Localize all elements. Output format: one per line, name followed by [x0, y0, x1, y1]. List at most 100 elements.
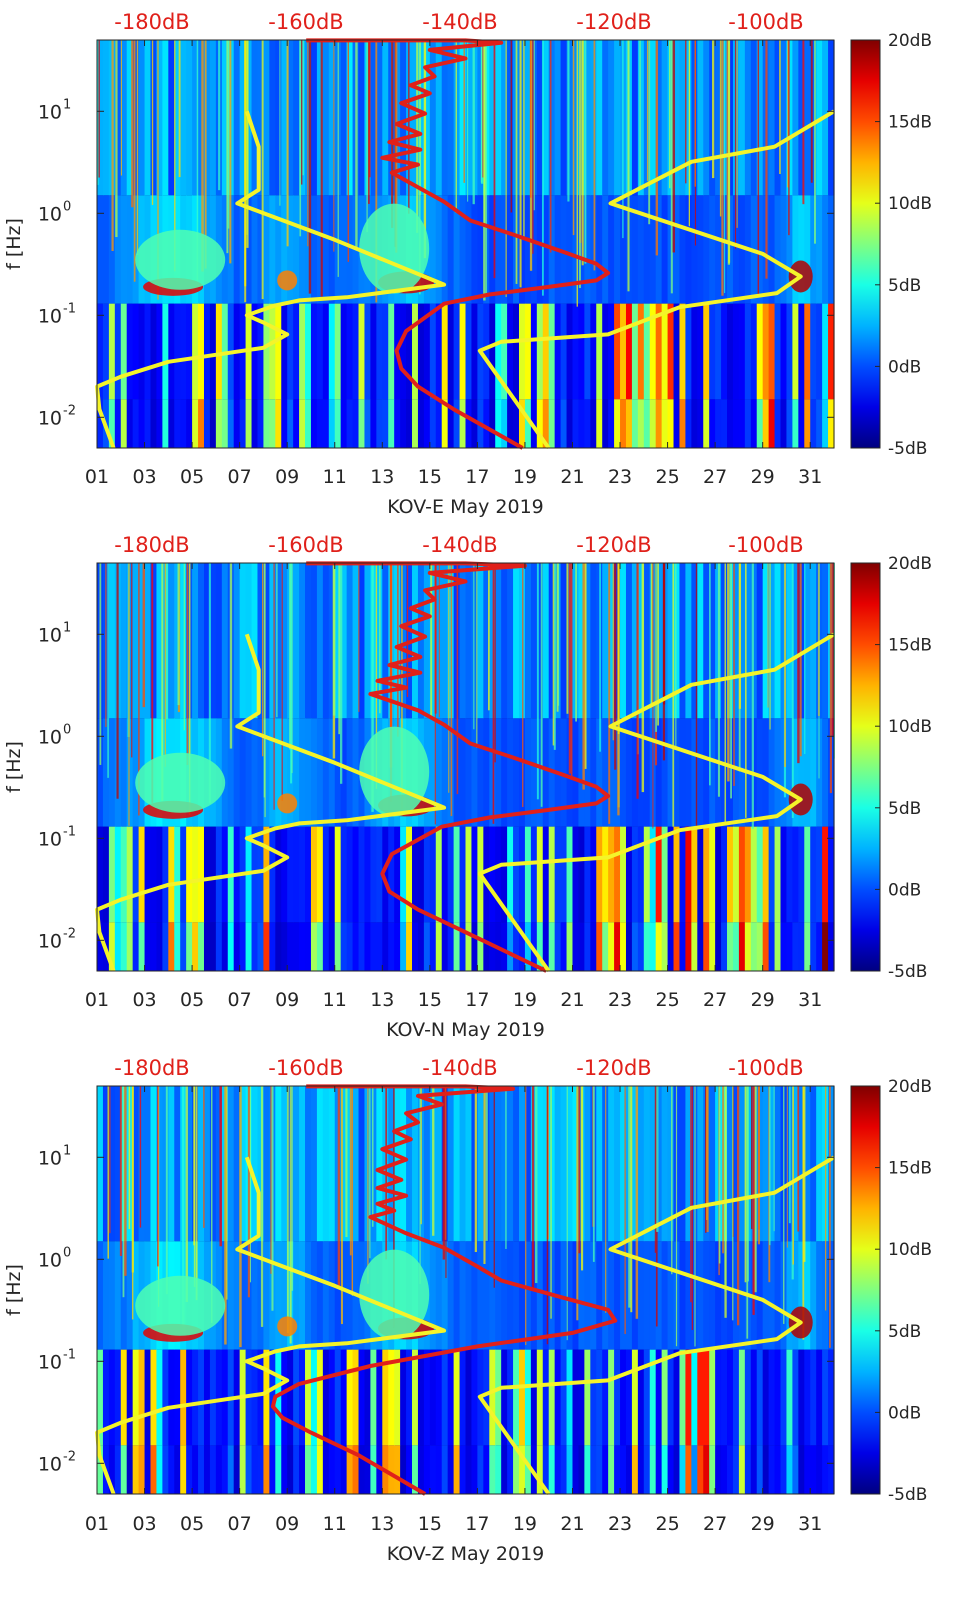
heatmap-cell: [310, 40, 318, 196]
heatmap-cell: [400, 922, 407, 971]
heatmap-cell: [477, 718, 484, 827]
heatmap-cell: [620, 303, 627, 400]
heatmap-cell: [299, 826, 306, 923]
heatmap-cell: [524, 1086, 532, 1242]
heatmap-cell: [394, 399, 401, 448]
top-db-label: -160dB: [268, 533, 343, 557]
heatmap-cell: [239, 1241, 247, 1350]
heatmap-cell: [822, 195, 829, 304]
x-tick-label: 09: [275, 989, 299, 1011]
heatmap-cell: [584, 195, 591, 304]
heatmap-cell: [138, 399, 146, 448]
heatmap-cell: [346, 922, 354, 971]
heatmap-cell: [370, 922, 377, 971]
heatmap-cell: [352, 1349, 360, 1446]
heatmap-cell: [655, 195, 663, 304]
heatmap-streak: [183, 563, 185, 731]
heatmap-cell: [596, 399, 603, 448]
heatmap-cell: [417, 40, 425, 196]
heatmap-cell: [108, 1445, 116, 1494]
heatmap-cell: [548, 303, 556, 400]
heatmap-cell: [554, 303, 562, 400]
heatmap-cell: [358, 40, 366, 196]
heatmap-streak: [622, 40, 624, 239]
heatmap-cell: [132, 40, 140, 196]
heatmap-cell: [156, 922, 163, 971]
heatmap-cell: [150, 826, 158, 923]
heatmap-cell: [322, 826, 330, 923]
heatmap-cell: [471, 1445, 478, 1494]
heatmap-cell: [542, 922, 550, 971]
heatmap-cell: [293, 40, 300, 196]
heatmap-cell: [334, 1445, 342, 1494]
heatmap-cell: [495, 1241, 502, 1350]
x-tick-label: 27: [703, 989, 727, 1011]
heatmap-cell: [727, 303, 734, 400]
heatmap-cell: [239, 563, 247, 719]
heatmap-cell: [192, 826, 199, 923]
heatmap-cell: [792, 718, 799, 827]
heatmap-cell: [251, 40, 259, 196]
heatmap-cell: [548, 1349, 556, 1446]
heatmap-cell: [388, 1445, 395, 1494]
heatmap-cell: [370, 826, 377, 923]
heatmap-cell: [608, 1086, 615, 1242]
heatmap-streak: [450, 563, 453, 817]
heatmap-streak: [706, 1086, 709, 1232]
heatmap-cell: [203, 399, 211, 448]
heatmap-cell: [412, 922, 419, 971]
heatmap-cell: [524, 1445, 532, 1494]
heatmap-cell: [299, 1086, 306, 1242]
heatmap-cell: [465, 718, 473, 827]
heatmap-cell: [768, 1086, 776, 1242]
heatmap-cell: [590, 1445, 597, 1494]
heatmap-cell: [536, 1086, 544, 1242]
heatmap-streak: [419, 40, 422, 196]
heatmap-cell: [804, 563, 811, 719]
heatmap-cell: [727, 399, 734, 448]
heatmap-cell: [554, 40, 562, 196]
heatmap-cell: [596, 1445, 603, 1494]
heatmap-cell: [310, 399, 318, 448]
heatmap-cell: [798, 718, 805, 827]
heatmap-cell: [459, 40, 467, 196]
heatmap-streak: [107, 1086, 109, 1259]
heatmap-cell: [828, 1349, 835, 1446]
axes-box: [96, 1085, 835, 1495]
heatmap-cell: [608, 1445, 615, 1494]
heatmap-streak: [810, 40, 813, 183]
heatmap-cell: [679, 1445, 687, 1494]
heatmap-cell: [114, 922, 122, 971]
heatmap-cell: [649, 195, 657, 304]
heatmap-cell: [156, 1349, 163, 1446]
colorbar-tick-label: 0dB: [888, 357, 921, 377]
heatmap-streak: [157, 1086, 159, 1267]
heatmap-cell: [150, 40, 158, 196]
heatmap-cell: [590, 922, 597, 971]
heatmap-streak: [709, 563, 711, 786]
heatmap-cell: [293, 563, 300, 719]
y-tick-label: 10: [38, 305, 62, 327]
heatmap-cell: [721, 1241, 728, 1350]
heatmap-cell: [168, 399, 175, 448]
heatmap-streak: [201, 40, 204, 272]
heatmap-cell: [542, 1241, 550, 1350]
heatmap-streak: [814, 40, 816, 244]
heatmap-cell: [310, 563, 318, 719]
heatmap-cell: [168, 1349, 175, 1446]
heatmap-cell: [162, 40, 169, 196]
heatmap-cell: [631, 1445, 639, 1494]
heatmap-cell: [602, 195, 609, 304]
heatmap-cell: [661, 40, 669, 196]
heatmap-cell: [703, 303, 710, 400]
heatmap-cell: [328, 1445, 336, 1494]
heatmap-streak: [338, 563, 341, 735]
heatmap-cell: [465, 40, 473, 196]
heatmap-streak: [345, 1086, 348, 1238]
heatmap-cell: [637, 826, 645, 923]
heatmap-cell: [596, 303, 603, 400]
heatmap-cell: [370, 1086, 377, 1242]
heatmap-cell: [287, 303, 294, 400]
heatmap-cell: [631, 40, 639, 196]
x-tick-label: 29: [751, 466, 775, 488]
